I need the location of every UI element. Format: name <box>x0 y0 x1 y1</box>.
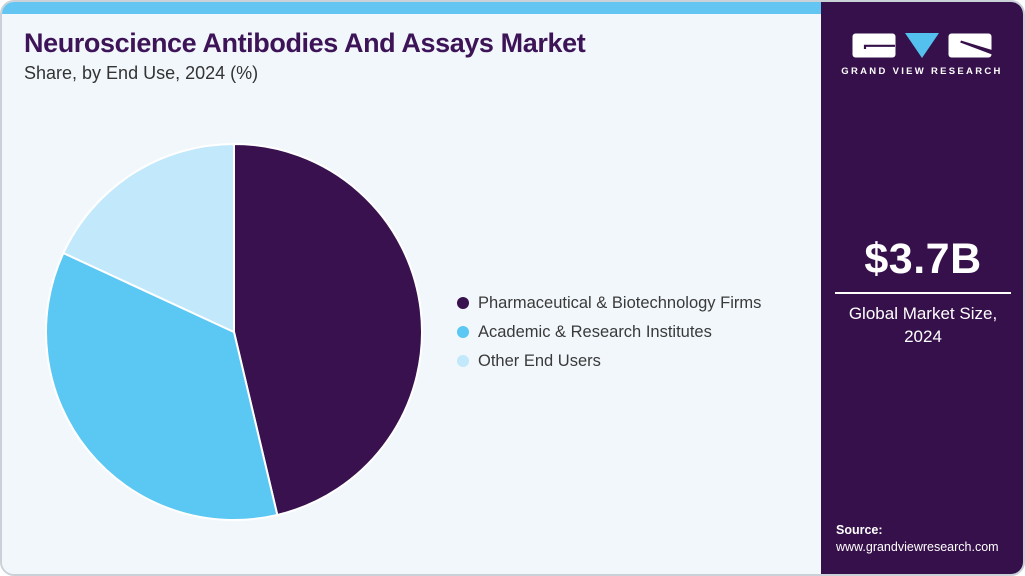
legend-label: Other End Users <box>478 351 601 370</box>
legend-label: Pharmaceutical & Biotechnology Firms <box>478 293 762 312</box>
page-subtitle: Share, by End Use, 2024 (%) <box>24 63 259 83</box>
gvr-logo: GRAND VIEW RESEARCH <box>821 32 1023 77</box>
gvr-logo-marks <box>821 32 1023 58</box>
legend-label: Academic & Research Institutes <box>478 322 712 341</box>
page-title: Neuroscience Antibodies And Assays Marke… <box>24 28 586 58</box>
brand-sidebar: GRAND VIEW RESEARCH $3.7B Global Market … <box>821 2 1023 574</box>
pie-slice <box>233 143 423 516</box>
pie-slice <box>62 143 235 333</box>
top-accent-strip <box>2 2 821 14</box>
source-label: Source: <box>836 523 883 538</box>
legend-item: Academic & Research Institutes <box>457 321 761 343</box>
logo-g-icon <box>852 33 896 57</box>
legend-swatch-icon <box>457 297 469 309</box>
chart-panel: Neuroscience Antibodies And Assays Marke… <box>2 2 821 574</box>
market-size-block: $3.7B Global Market Size, 2024 <box>835 238 1011 349</box>
pie-chart <box>44 142 424 522</box>
pie-chart-svg <box>45 143 423 521</box>
legend-item: Other End Users <box>457 350 761 372</box>
source-block: Source: www.grandviewresearch.com <box>836 522 999 556</box>
logo-r-icon <box>948 33 992 57</box>
pie-slice <box>45 252 279 521</box>
source-url: www.grandviewresearch.com <box>836 540 999 555</box>
market-size-label: Global Market Size, 2024 <box>848 304 998 346</box>
legend-swatch-icon <box>457 326 469 338</box>
chart-legend: Pharmaceutical & Biotechnology Firms Aca… <box>457 292 761 372</box>
legend-swatch-icon <box>457 355 469 367</box>
brand-name: GRAND VIEW RESEARCH <box>841 66 1003 77</box>
market-size-value: $3.7B <box>864 235 982 283</box>
legend-item: Pharmaceutical & Biotechnology Firms <box>457 292 761 314</box>
divider <box>835 292 1011 294</box>
logo-v-icon <box>905 32 939 58</box>
